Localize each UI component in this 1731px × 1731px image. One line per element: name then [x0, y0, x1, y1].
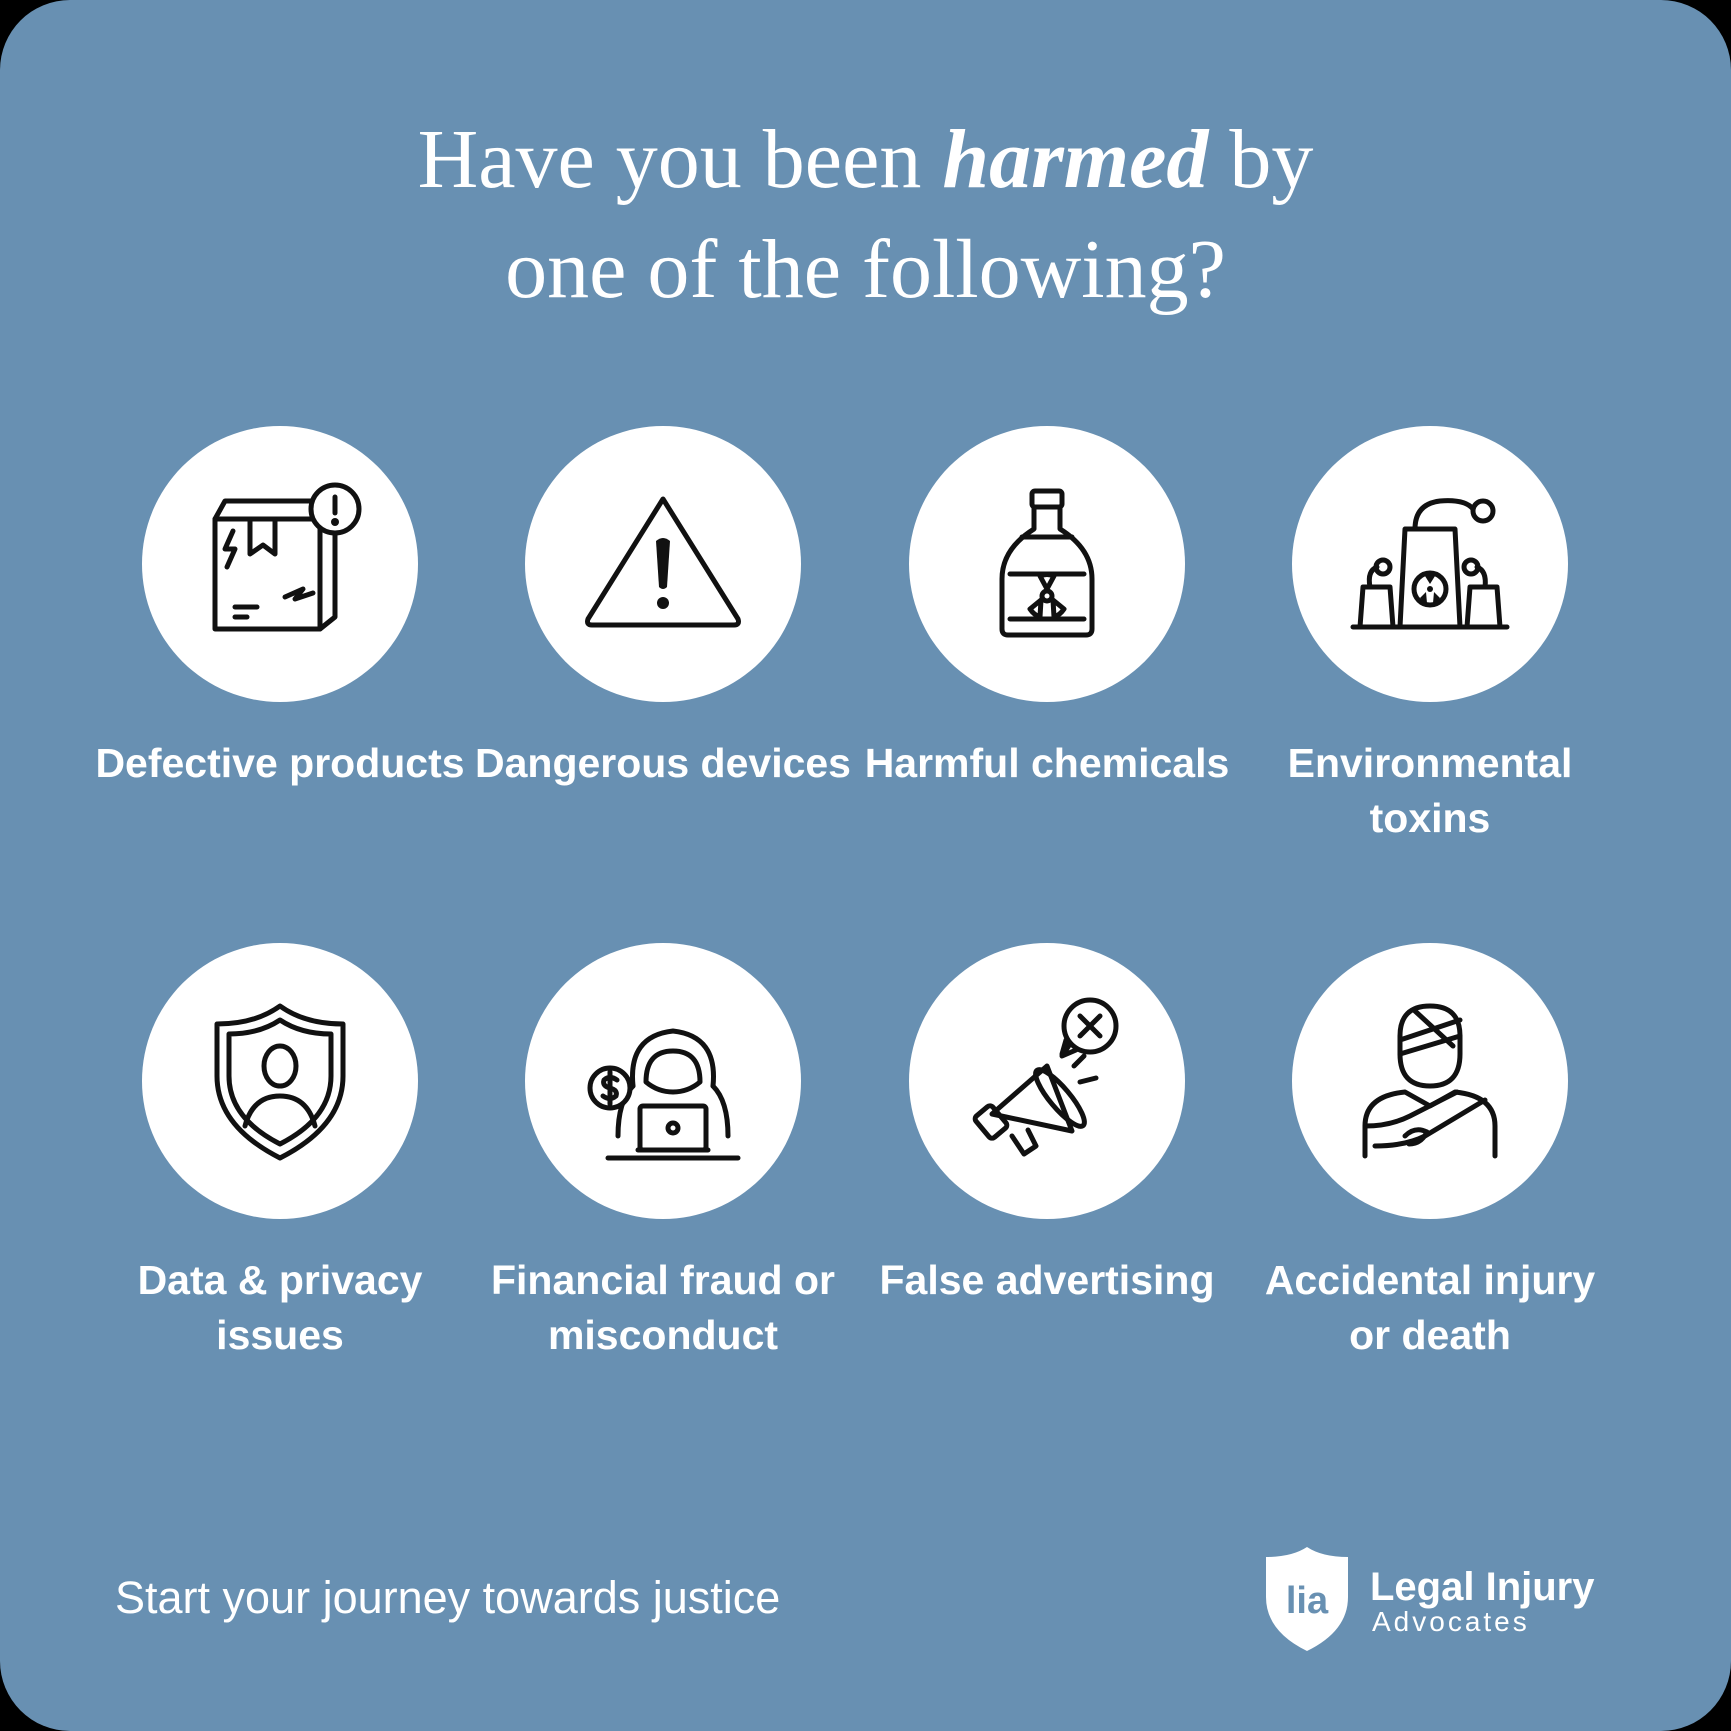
toxic-bottle-icon — [999, 488, 1095, 638]
brand-logo[interactable]: lia Legal Injury Advocates — [1262, 1545, 1662, 1655]
headline-part: by — [1208, 113, 1314, 206]
logo-mark-text: lia — [1286, 1580, 1329, 1622]
headline-line-2: one of the following? — [505, 223, 1226, 316]
icon-circle — [525, 426, 801, 702]
headline-emphasis: harmed — [942, 113, 1209, 206]
injured-person-icon — [1362, 1003, 1498, 1159]
icon-circle — [909, 943, 1185, 1219]
icon-circle — [525, 943, 801, 1219]
item-label: Data & privacy issues — [137, 1257, 423, 1358]
item-label: False advertising — [879, 1257, 1215, 1303]
headline-part: Have you been — [417, 113, 943, 206]
item-label: Environmental toxins — [1287, 740, 1573, 841]
nuclear-plant-icon — [1350, 498, 1510, 630]
icon-circle — [1292, 426, 1568, 702]
shield-logo-icon: lia — [1266, 1547, 1348, 1651]
icon-circle — [1292, 943, 1568, 1219]
headline: Have you been harmed by one of the follo… — [0, 105, 1731, 325]
item-label: Accidental injury or death — [1264, 1257, 1596, 1358]
item-label: Dangerous devices — [475, 740, 851, 786]
icon-circle — [909, 426, 1185, 702]
tagline: Start your journey towards justice — [115, 1572, 781, 1623]
damaged-box-icon — [212, 482, 362, 632]
hacker-laptop-icon — [587, 1028, 741, 1161]
megaphone-x-icon — [972, 997, 1119, 1157]
warning-triangle-icon — [585, 496, 741, 628]
privacy-shield-icon — [214, 1003, 346, 1161]
icon-circle — [142, 426, 418, 702]
brand-subtitle: Advocates — [1372, 1606, 1530, 1637]
item-label: Defective products — [95, 740, 465, 786]
item-label: Harmful chemicals — [864, 740, 1230, 786]
item-label: Financial fraud or misconduct — [491, 1257, 835, 1358]
headline-line-1: Have you been harmed by — [0, 105, 1731, 215]
brand-name: Legal Injury — [1370, 1565, 1595, 1609]
icon-circle — [142, 943, 418, 1219]
